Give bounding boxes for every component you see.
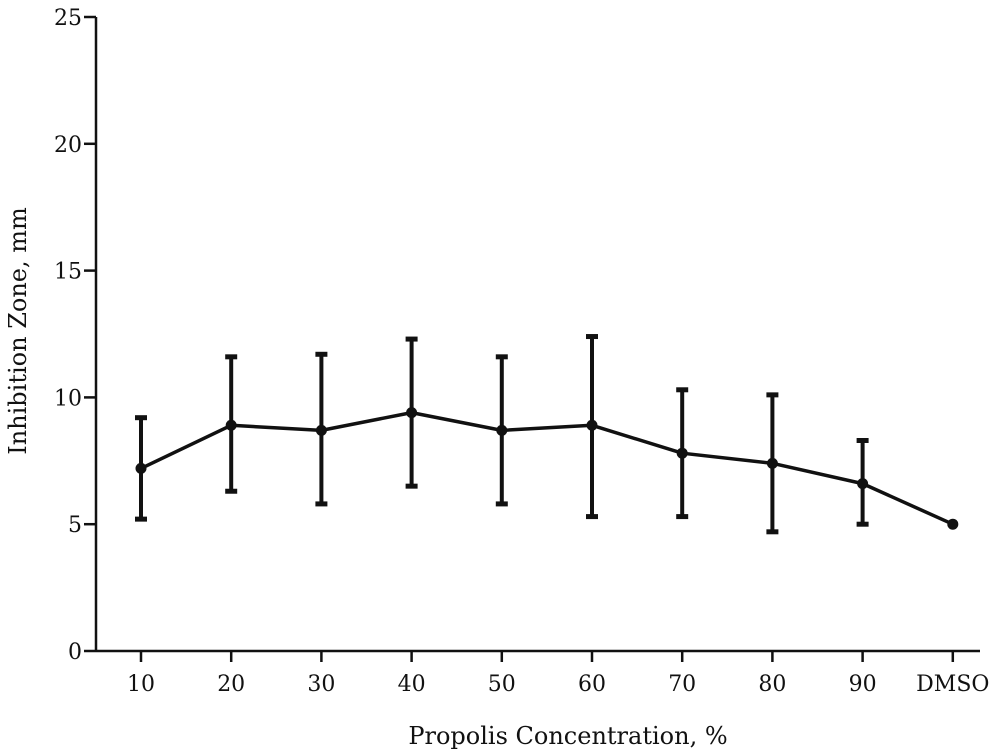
- x-tick-label-60: 60: [578, 672, 606, 697]
- x-tick-label-50: 50: [488, 672, 516, 697]
- y-tick-label-5: 5: [68, 513, 82, 538]
- data-point-80: [766, 457, 778, 469]
- x-tick-label-30: 30: [307, 672, 335, 697]
- x-axis-label: Propolis Concentration, %: [408, 722, 727, 750]
- y-axis: 0 5 10 15 20 25: [54, 6, 98, 665]
- series-line-group: [140, 410, 954, 526]
- y-tick-label-20: 20: [54, 133, 82, 158]
- y-tick-label-10: 10: [54, 386, 82, 411]
- x-tick-label-80: 80: [758, 672, 786, 697]
- x-axis: 10 20 30 40 50 60 70 80 90 DMSO: [96, 649, 989, 697]
- x-tick-label-10: 10: [127, 672, 155, 697]
- data-point-50: [496, 424, 508, 436]
- data-point-40: [406, 407, 418, 419]
- x-tick-label-70: 70: [668, 672, 696, 697]
- data-point-90: [857, 478, 869, 490]
- data-point-60: [586, 419, 598, 431]
- y-axis-label: Inhibition Zone, mm: [4, 207, 32, 455]
- data-point-DMSO: [947, 518, 959, 530]
- series-line: [140, 410, 954, 526]
- data-point-20: [225, 419, 237, 431]
- y-tick-label-0: 0: [68, 640, 82, 665]
- x-tick-label-40: 40: [398, 672, 426, 697]
- data-point-10: [135, 462, 147, 474]
- y-tick-label-25: 25: [54, 6, 82, 31]
- data-point-70: [676, 447, 688, 459]
- x-tick-label-DMSO: DMSO: [916, 672, 989, 697]
- y-tick-label-15: 15: [54, 260, 82, 285]
- data-points: [135, 407, 959, 530]
- data-point-30: [315, 424, 327, 436]
- x-tick-label-20: 20: [217, 672, 245, 697]
- x-tick-label-90: 90: [849, 672, 877, 697]
